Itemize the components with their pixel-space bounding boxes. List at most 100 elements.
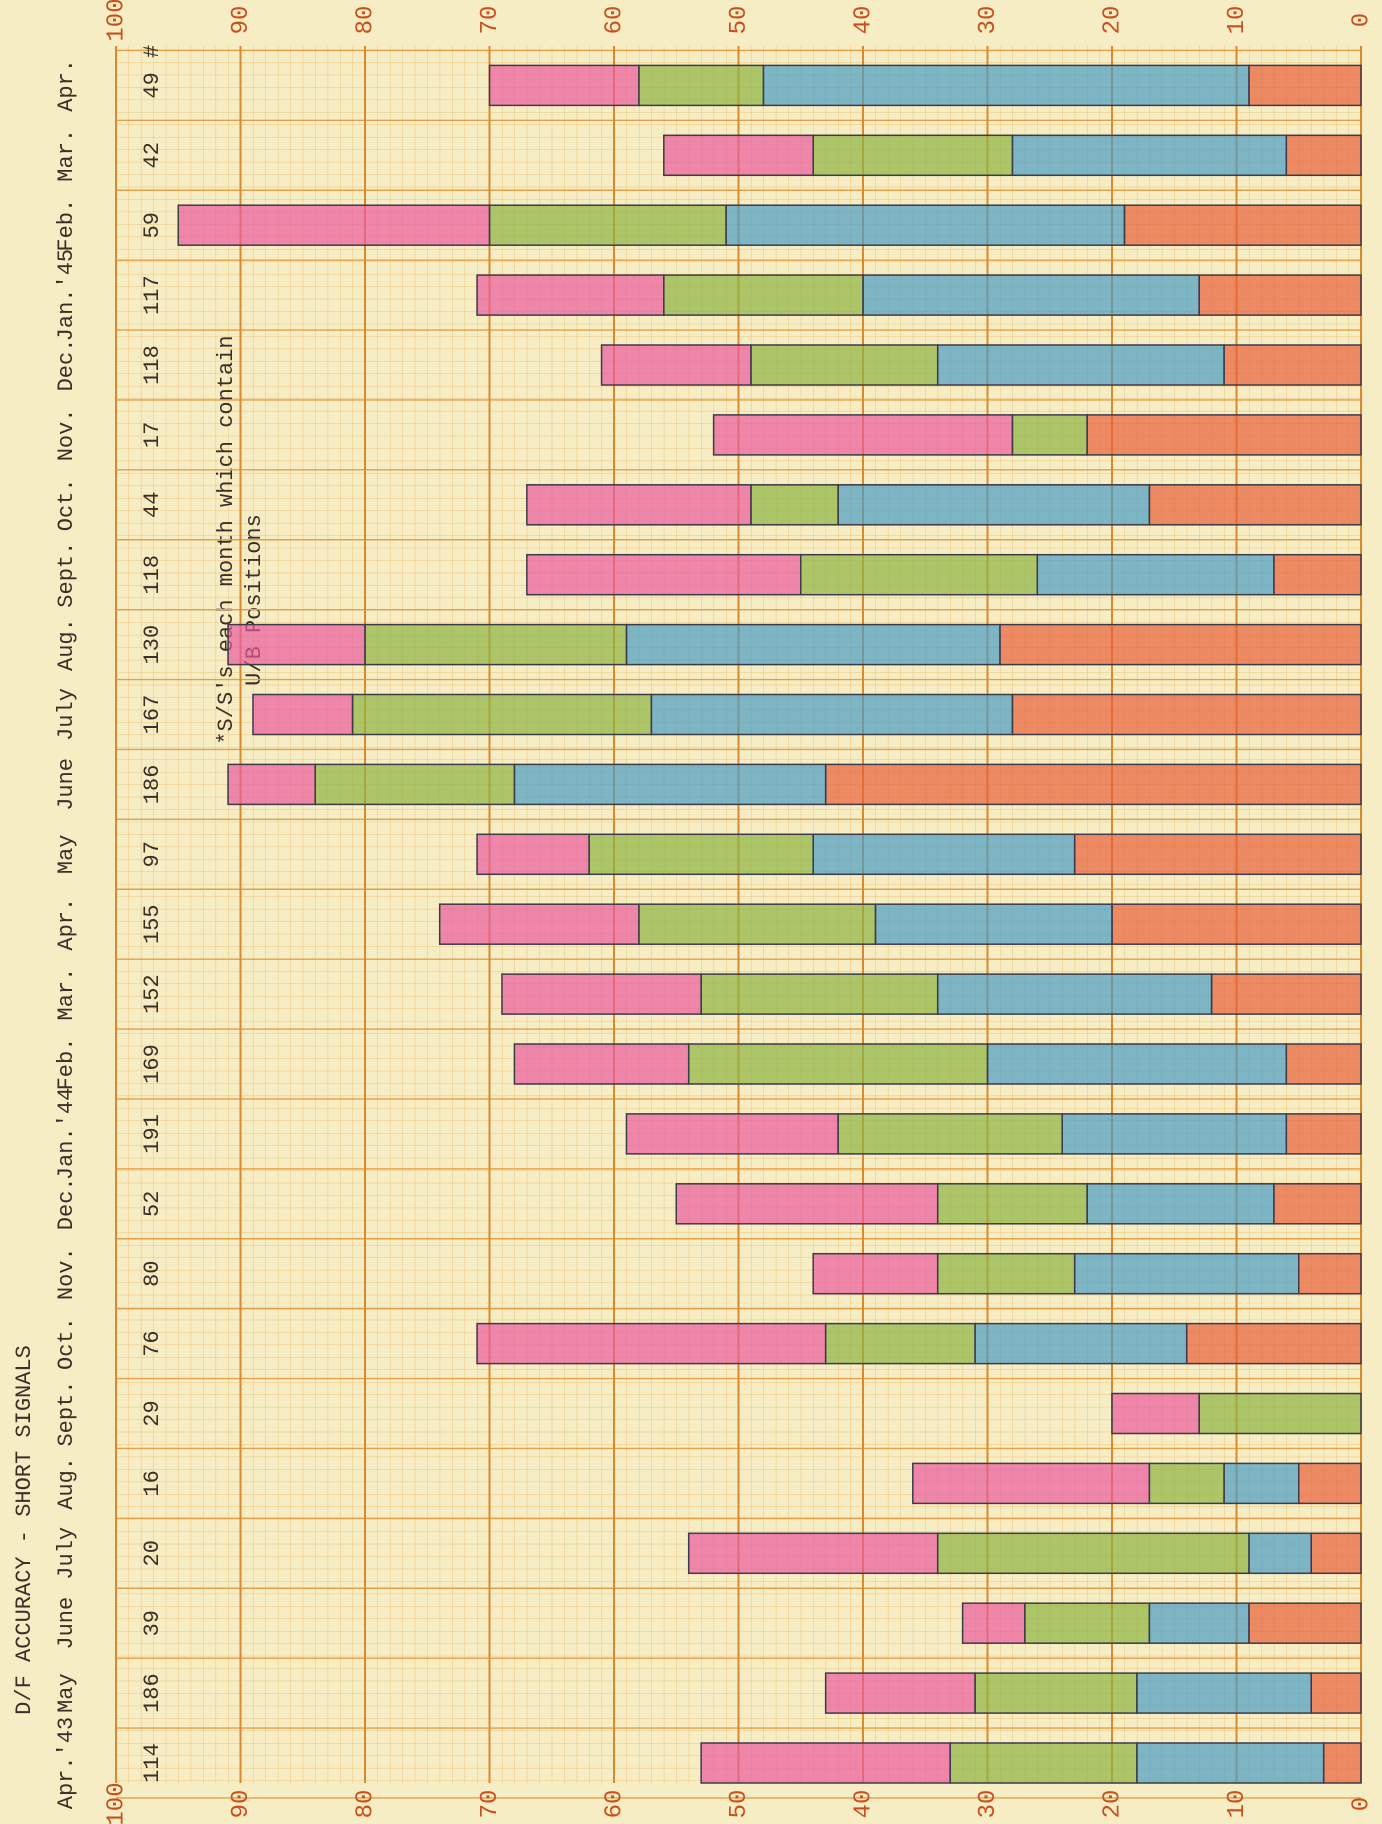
category-label: June — [54, 1597, 79, 1650]
count-label: 130 — [140, 625, 165, 665]
count-label: 80 — [140, 1260, 165, 1286]
bar-segment — [651, 695, 1012, 735]
bar-segment — [1025, 1603, 1150, 1643]
count-marker: # — [140, 45, 165, 58]
bar-segment — [751, 485, 838, 525]
bar-segment — [502, 974, 701, 1014]
x-tick-label: 60 — [601, 1790, 628, 1819]
bar-segment — [714, 415, 1013, 455]
category-label: Sept. — [54, 1380, 79, 1446]
category-label: Mar. — [54, 129, 79, 182]
bar-segment — [1299, 1463, 1361, 1503]
chart: D/F ACCURACY - SHORT SIGNALS *S/S's each… — [0, 0, 1382, 1824]
x-tick-label: 100 — [103, 0, 130, 42]
x-tick-label: 70 — [477, 1790, 504, 1819]
bar-segment — [1124, 205, 1361, 245]
bar-segment — [514, 1044, 688, 1084]
bar-segment — [1087, 1184, 1274, 1224]
bar-segment — [589, 834, 813, 874]
bar-segment — [938, 345, 1224, 385]
count-label: 16 — [140, 1470, 165, 1496]
category-label: Jan.'45 — [54, 249, 79, 341]
count-label: 20 — [140, 1540, 165, 1566]
page: D/F ACCURACY - SHORT SIGNALS *S/S's each… — [0, 0, 1382, 1824]
bar-segment — [1012, 135, 1286, 175]
count-label: 117 — [140, 275, 165, 315]
bar-segment — [1311, 1673, 1361, 1713]
bar-segment — [689, 1044, 988, 1084]
category-label: May — [54, 834, 79, 874]
category-label: Dec. — [54, 1177, 79, 1230]
x-tick-label: 70 — [477, 6, 504, 35]
bar-segment — [751, 345, 938, 385]
bar-segment — [1286, 135, 1361, 175]
x-tick-label: 0 — [1348, 1797, 1375, 1811]
category-label: Jan.'44 — [54, 1088, 79, 1180]
category-label: Nov. — [54, 1247, 79, 1300]
bar-segment — [626, 625, 1000, 665]
count-label: 97 — [140, 841, 165, 867]
bar-segment — [701, 1743, 950, 1783]
bar-segment — [477, 275, 664, 315]
bar-segment — [1137, 1743, 1324, 1783]
x-tick-label: 60 — [601, 6, 628, 35]
category-label: Sept. — [54, 542, 79, 608]
bar-segment — [1249, 65, 1361, 105]
bar-segment — [1000, 625, 1361, 665]
count-label: 152 — [140, 974, 165, 1014]
bar-segment — [1012, 695, 1361, 735]
bar-segment — [938, 1254, 1075, 1294]
category-label: July — [54, 1527, 79, 1580]
bar-segment — [1286, 1044, 1361, 1084]
count-label: 49 — [140, 72, 165, 98]
count-label: 76 — [140, 1330, 165, 1356]
category-label: Oct. — [54, 478, 79, 531]
bar-segment — [975, 1673, 1137, 1713]
bar-segment — [477, 1324, 826, 1364]
bar-segment — [938, 1533, 1249, 1573]
bar-segment — [1199, 1394, 1361, 1434]
bar-segment — [1149, 1463, 1224, 1503]
x-tick-label: 100 — [103, 1782, 130, 1824]
bar-segment — [1187, 1324, 1361, 1364]
category-label: Feb. — [54, 199, 79, 252]
count-label: 17 — [140, 422, 165, 448]
bar-segment — [1149, 485, 1361, 525]
bar-segment — [701, 974, 938, 1014]
bar-segment — [863, 275, 1199, 315]
bar-segment — [1224, 345, 1361, 385]
count-label: 42 — [140, 142, 165, 168]
x-tick-label: 10 — [1224, 6, 1251, 35]
category-label: Feb. — [54, 1038, 79, 1091]
x-tick-label: 90 — [228, 1790, 255, 1819]
category-label: May — [54, 1673, 79, 1713]
x-tick-label: 30 — [975, 1790, 1002, 1819]
bar-segment — [365, 625, 626, 665]
bar-segment — [1249, 1533, 1311, 1573]
bar-segment — [353, 695, 652, 735]
count-label: 118 — [140, 555, 165, 595]
chart-title: D/F ACCURACY - SHORT SIGNALS — [12, 1345, 37, 1715]
count-label: 29 — [140, 1400, 165, 1426]
x-tick-label: 50 — [726, 1790, 753, 1819]
bar-segment — [1249, 1603, 1361, 1643]
bar-segment — [1087, 415, 1361, 455]
count-label: 39 — [140, 1610, 165, 1636]
bar-segment — [826, 1324, 975, 1364]
bar-segment — [228, 625, 365, 665]
bar-segment — [1324, 1743, 1361, 1783]
category-label: Oct. — [54, 1317, 79, 1370]
bar-segment — [315, 764, 514, 804]
bar-segment — [477, 834, 589, 874]
bar-segment — [1274, 1184, 1361, 1224]
x-tick-label: 80 — [352, 1790, 379, 1819]
bar-segment — [676, 1184, 937, 1224]
count-label: 169 — [140, 1044, 165, 1084]
count-label: 44 — [140, 492, 165, 518]
bar-segment — [1075, 1254, 1299, 1294]
bar-segment — [490, 205, 727, 245]
count-label: 191 — [140, 1114, 165, 1154]
bar-segment — [1012, 415, 1087, 455]
x-tick-label: 20 — [1099, 6, 1126, 35]
bar-segment — [838, 1114, 1062, 1154]
